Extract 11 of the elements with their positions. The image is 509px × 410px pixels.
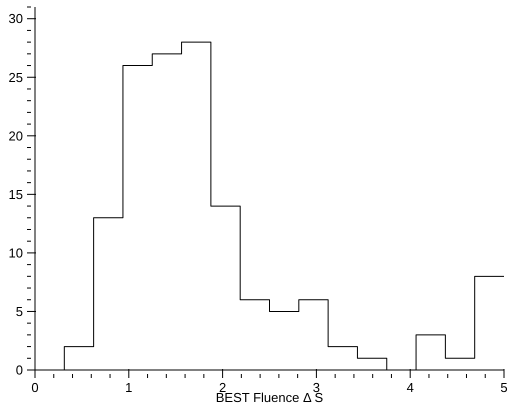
y-tick-label: 10 xyxy=(8,245,23,260)
x-tick-label: 4 xyxy=(406,380,414,395)
y-tick-label: 5 xyxy=(16,304,23,319)
x-tick-label: 0 xyxy=(31,380,39,395)
x-tick-label: 5 xyxy=(500,380,508,395)
y-tick-label: 25 xyxy=(8,70,23,85)
y-tick-label: 0 xyxy=(16,362,23,378)
y-tick-label: 15 xyxy=(8,186,23,202)
x-tick-label: 1 xyxy=(125,380,132,395)
y-tick-label: 20 xyxy=(8,128,23,144)
y-tick-label: 30 xyxy=(8,11,23,26)
